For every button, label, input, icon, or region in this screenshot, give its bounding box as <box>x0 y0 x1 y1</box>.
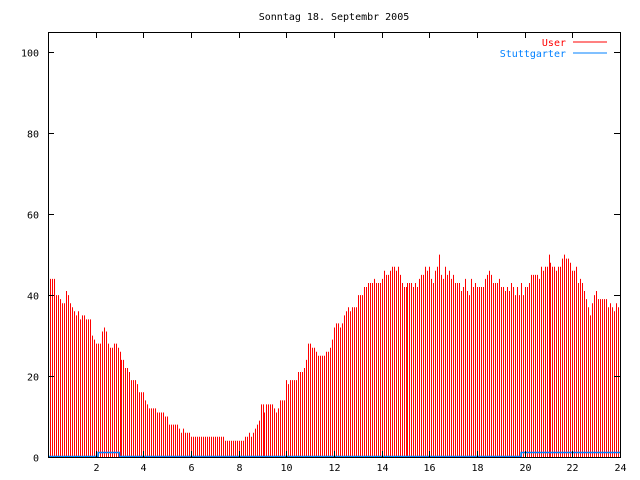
x-tick-label: 10 <box>280 463 292 474</box>
chart-title: Sonntag 18. Septembr 2005 <box>259 12 410 23</box>
stuttgarter-series-line <box>48 451 620 458</box>
x-tick-label: 8 <box>236 463 242 474</box>
y-tick-label: 20 <box>27 373 39 384</box>
y-tick-label: 100 <box>21 49 39 60</box>
stuttgarter-line <box>48 451 620 458</box>
y-tick-label: 80 <box>27 130 39 141</box>
x-tick-label: 16 <box>423 463 435 474</box>
legend-label-stuttgarter: Stuttgarter <box>500 49 566 60</box>
x-tick-label: 6 <box>188 463 194 474</box>
x-tick-label: 4 <box>140 463 146 474</box>
x-tick-label: 22 <box>566 463 578 474</box>
y-tick-label: 0 <box>33 454 39 465</box>
legend-label-user: User <box>542 38 566 49</box>
x-tick-label: 24 <box>614 463 626 474</box>
y-tick-label: 40 <box>27 292 39 303</box>
y-tick-label: 60 <box>27 211 39 222</box>
x-tick-label: 12 <box>328 463 340 474</box>
user-bars <box>48 254 619 457</box>
legend: User Stuttgarter <box>500 38 607 60</box>
x-tick-label: 20 <box>519 463 531 474</box>
x-tick-label: 14 <box>376 463 388 474</box>
x-tick-label: 2 <box>93 463 99 474</box>
x-tick-label: 18 <box>471 463 483 474</box>
